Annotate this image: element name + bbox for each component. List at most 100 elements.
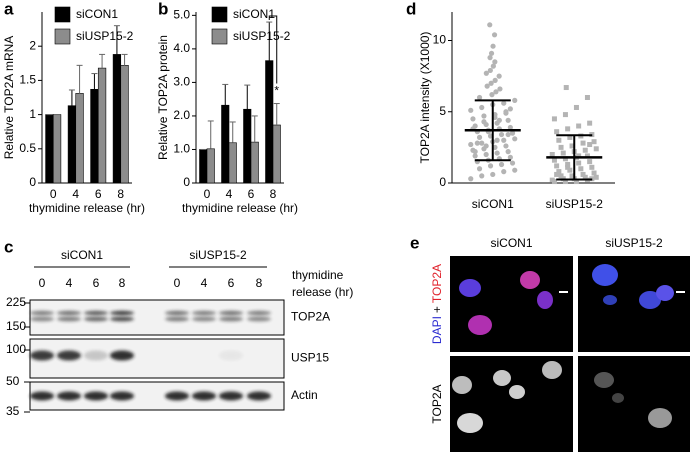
bar: [206, 148, 215, 184]
x-tick-label: 6: [95, 187, 102, 201]
data-point: [591, 139, 597, 145]
band-label: TOP2A: [291, 310, 330, 324]
nucleus: [457, 413, 483, 433]
y-axis-title: TOP2A intensity (X1000): [418, 32, 432, 164]
data-point: [560, 150, 566, 156]
row-label-part: TOP2A: [430, 264, 444, 303]
y-tick-label: 5.0: [173, 8, 190, 22]
data-point: [507, 106, 513, 112]
legend-label: siCON1: [233, 7, 275, 21]
nucleus: [468, 315, 492, 335]
band: [247, 391, 271, 401]
data-point: [558, 144, 564, 150]
row-label: DAPI + TOP2A: [430, 264, 444, 344]
y-tick-label: 2.0: [173, 108, 190, 122]
data-point: [497, 86, 503, 92]
bar: [45, 114, 54, 184]
data-point: [507, 124, 513, 131]
panel-label: d: [406, 0, 416, 18]
lane-label: 4: [66, 276, 73, 290]
data-point: [479, 173, 485, 179]
data-point: [501, 137, 507, 143]
lane-label: 8: [119, 276, 126, 290]
column-label: siUSP15-2: [605, 236, 663, 250]
y-tick-label: 0: [439, 175, 446, 189]
band: [84, 350, 108, 361]
data-point: [492, 59, 498, 65]
data-point: [496, 117, 502, 123]
lane-label: 0: [39, 276, 46, 290]
bar: [199, 149, 208, 184]
band: [110, 310, 134, 316]
data-point: [493, 89, 499, 95]
band: [192, 391, 216, 401]
lane-label: 4: [201, 276, 208, 290]
nucleus: [509, 385, 525, 399]
data-point: [488, 50, 495, 56]
x-tick-label: siCON1: [472, 197, 514, 211]
legend-label: siCON1: [76, 7, 118, 21]
x-axis-title: thymidine release (hr): [29, 201, 145, 215]
data-point: [487, 22, 493, 28]
data-point: [573, 179, 579, 185]
micrograph: [450, 256, 573, 352]
nucleus: [656, 285, 674, 301]
data-point: [593, 146, 599, 152]
nucleus: [639, 291, 661, 309]
data-point: [468, 141, 474, 148]
data-point: [501, 100, 507, 106]
data-point: [505, 131, 511, 138]
condition-label: release (hr): [292, 285, 353, 299]
data-point: [556, 169, 562, 175]
data-point: [474, 140, 480, 146]
panel-label: c: [4, 237, 13, 256]
x-tick-label: 8: [270, 187, 277, 201]
nucleus: [542, 361, 562, 379]
data-point: [512, 136, 518, 142]
column-label: siCON1: [490, 236, 532, 250]
data-point: [576, 153, 582, 159]
legend-label: siUSP15-2: [76, 29, 134, 43]
data-point: [554, 171, 560, 177]
band: [247, 310, 271, 316]
x-tick-label: 8: [117, 187, 124, 201]
data-point: [483, 143, 489, 149]
data-point: [589, 164, 595, 170]
data-point: [569, 173, 575, 179]
data-point: [582, 147, 588, 153]
x-tick-label: 4: [72, 187, 79, 201]
y-tick-label: 1.0: [173, 142, 190, 156]
band: [30, 350, 54, 361]
bar: [221, 104, 230, 184]
band-label: USP15: [291, 351, 329, 365]
bar: [75, 93, 84, 184]
data-point: [512, 97, 518, 103]
bar: [250, 141, 259, 184]
data-point: [567, 167, 573, 173]
data-point: [567, 134, 573, 140]
nucleus: [537, 291, 553, 309]
bar: [67, 105, 77, 184]
y-tick-label: 0: [183, 175, 190, 189]
data-point: [562, 112, 568, 118]
data-point: [587, 159, 593, 165]
nucleus: [592, 264, 618, 286]
lane-label: 0: [174, 276, 181, 290]
band: [219, 350, 243, 361]
data-point: [484, 83, 490, 89]
data-point: [489, 92, 495, 98]
bar: [228, 142, 237, 184]
data-point: [476, 166, 483, 172]
data-point: [487, 67, 493, 74]
group-label: siUSP15-2: [189, 248, 247, 262]
significance-bracket: [268, 15, 278, 84]
data-point: [481, 113, 487, 119]
condition-label: thymidine: [292, 268, 344, 282]
data-point: [476, 134, 483, 140]
data-point: [487, 163, 494, 169]
bar: [112, 54, 122, 184]
data-point: [481, 119, 487, 125]
band: [247, 316, 271, 322]
data-point: [479, 104, 485, 111]
